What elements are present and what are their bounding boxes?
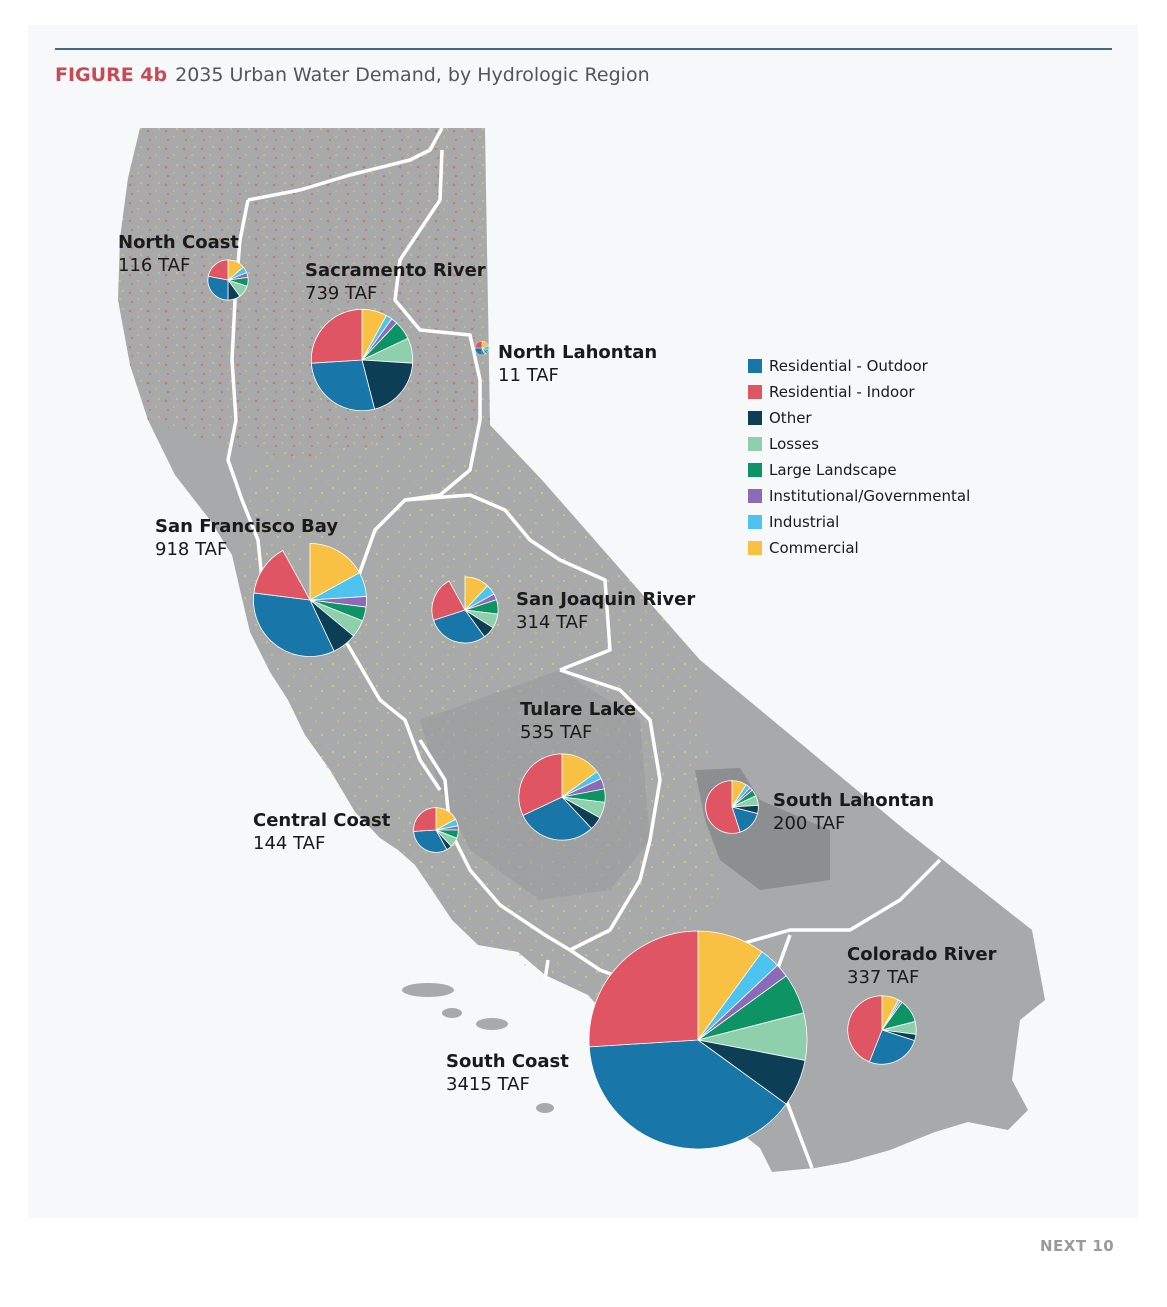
channel-island <box>402 983 454 997</box>
legend-item-large-landscape: Large Landscape <box>748 457 970 483</box>
legend-swatch <box>748 359 762 373</box>
pie-slice-residential-indoor <box>705 780 741 834</box>
pie-slice-residential-indoor <box>207 259 229 281</box>
legend-item-residential-indoor: Residential - Indoor <box>748 379 970 405</box>
pie-slice-residential-outdoor <box>413 829 448 853</box>
pie-sacramento-river <box>310 308 414 412</box>
pie-slice-residential-indoor <box>253 549 311 601</box>
pie-slice-residential-outdoor <box>868 1029 916 1065</box>
pie-tulare-lake <box>518 753 606 841</box>
channel-island <box>442 1008 462 1018</box>
label-south-coast: South Coast 3415 TAF <box>446 1051 569 1095</box>
label-north-lahontan: North Lahontan 11 TAF <box>498 342 658 386</box>
legend-item-industrial: Industrial <box>748 509 970 535</box>
label-san-joaquin-river: San Joaquin River 314 TAF <box>516 589 696 633</box>
pie-colorado-river <box>847 995 917 1065</box>
legend-swatch <box>748 437 762 451</box>
pie-slice-residential-outdoor <box>253 592 335 657</box>
pie-slice-residential-outdoor <box>310 359 376 412</box>
pie-north-coast <box>207 259 249 301</box>
label-south-lahontan: South Lahontan 200 TAF <box>773 790 935 834</box>
pie-san-joaquin-river <box>431 576 499 644</box>
label-sacramento-river: Sacramento River 739 TAF <box>305 260 486 304</box>
label-central-coast: Central Coast 144 TAF <box>253 810 391 854</box>
legend-swatch <box>748 541 762 555</box>
pie-south-coast <box>588 930 808 1150</box>
legend-item-losses: Losses <box>748 431 970 457</box>
pie-slice-residential-indoor <box>413 807 437 832</box>
pie-south-lahontan <box>705 780 759 834</box>
footer-brand: NEXT 10 <box>1040 1237 1115 1255</box>
pie-slice-residential-outdoor <box>433 609 485 644</box>
label-tulare-lake: Tulare Lake 535 TAF <box>520 699 637 743</box>
legend-swatch <box>748 515 762 529</box>
figure-number: FIGURE 4b <box>55 64 168 86</box>
pie-slice-residential-indoor <box>310 308 363 364</box>
legend-swatch <box>748 385 762 399</box>
legend-swatch <box>748 489 762 503</box>
legend-swatch <box>748 411 762 425</box>
pie-slice-residential-outdoor <box>207 275 229 301</box>
pie-san-francisco-bay <box>253 543 367 657</box>
figure-caption: 2035 Urban Water Demand, by Hydrologic R… <box>175 64 650 86</box>
legend-item-commercial: Commercial <box>748 535 970 561</box>
title-rule <box>55 48 1112 50</box>
pie-slice-residential-outdoor <box>588 1039 787 1150</box>
pie-central-coast <box>413 807 459 853</box>
pie-slice-residential-indoor <box>474 340 483 349</box>
pie-slice-commercial <box>309 543 361 601</box>
pie-slice-residential-indoor <box>588 930 699 1048</box>
pie-north-lahontan <box>474 340 490 356</box>
legend-item-other: Other <box>748 405 970 431</box>
pie-slice-other <box>361 359 414 410</box>
pie-slice-residential-indoor <box>431 580 466 621</box>
pie-slice-residential-outdoor <box>522 796 593 841</box>
channel-island <box>476 1018 508 1030</box>
label-north-coast: North Coast 116 TAF <box>118 232 240 276</box>
legend-item-residential-outdoor: Residential - Outdoor <box>748 353 970 379</box>
legend-item-institutional-governmental: Institutional/Governmental <box>748 483 970 509</box>
figure-title: FIGURE 4b 2035 Urban Water Demand, by Hyd… <box>55 64 650 86</box>
pie-slice-residential-indoor <box>847 995 883 1063</box>
label-san-francisco-bay: San Francisco Bay 918 TAF <box>155 516 339 560</box>
channel-island <box>536 1103 554 1113</box>
legend-swatch <box>748 463 762 477</box>
pie-slice-residential-indoor <box>518 753 563 816</box>
region-pie-charts <box>207 259 917 1150</box>
legend: Residential - Outdoor Residential - Indo… <box>748 353 970 561</box>
label-colorado-river: Colorado River 337 TAF <box>847 944 997 988</box>
